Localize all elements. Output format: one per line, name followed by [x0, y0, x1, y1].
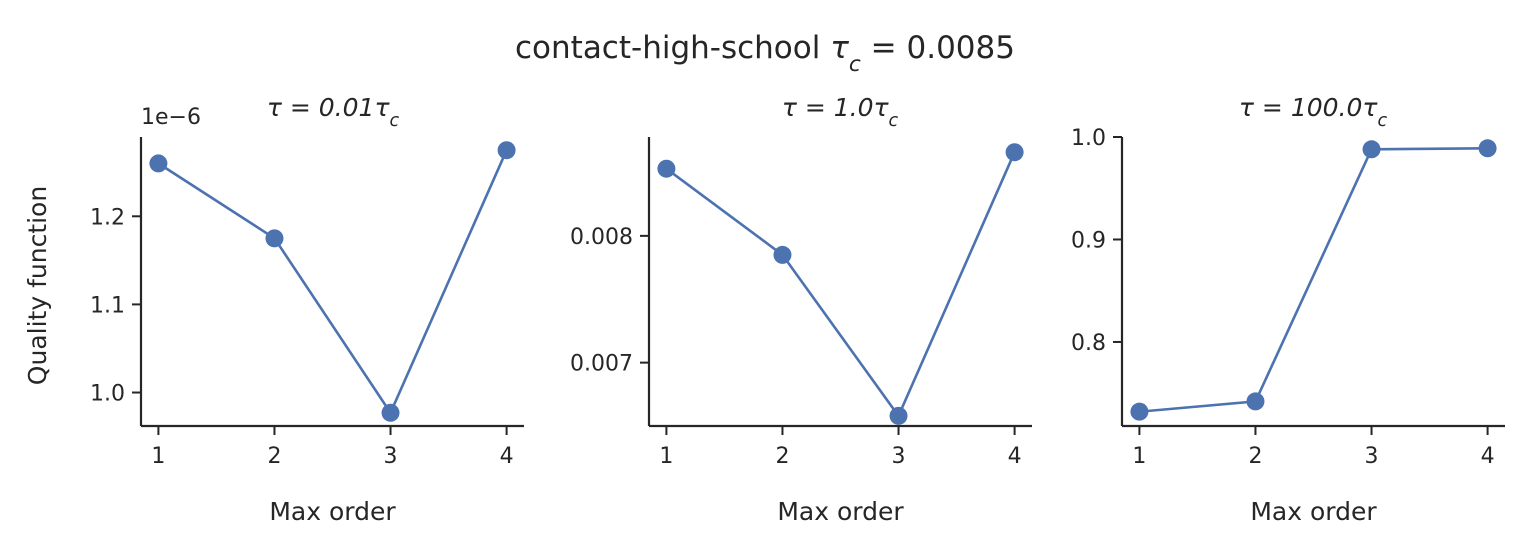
series-line	[665, 151, 1016, 419]
y-tick-label: 0.8	[1071, 331, 1106, 356]
x-tick-label: 1	[1132, 444, 1146, 469]
x-tick-label: 4	[500, 444, 514, 469]
data-point	[1362, 140, 1381, 159]
x-tick-label: 3	[1365, 444, 1379, 469]
x-axis-label: Max order	[269, 497, 396, 526]
x-tick-label: 2	[775, 444, 789, 469]
x-tick-label: 2	[1248, 444, 1262, 469]
series-line	[157, 149, 508, 416]
panel-title: τ = 0.01τc​	[267, 93, 400, 131]
y-axis-label: Quality function	[23, 186, 52, 385]
panel-title: τ = 100.0τc​	[1239, 93, 1388, 131]
figure-title: contact-high-school τc​ = 0.0085	[515, 30, 1015, 77]
y-tick-label: 1.2	[90, 205, 125, 230]
x-tick-label: 3	[892, 444, 906, 469]
series-line	[1139, 147, 1488, 413]
panel-2: τ = 1.0τc​ 1 2 3 4 0.007 0.008 Max order	[570, 93, 1032, 526]
y-tick-label: 1.1	[90, 293, 125, 318]
data-point	[889, 406, 908, 425]
data-point	[497, 141, 516, 160]
x-tick-label: 3	[384, 444, 398, 469]
x-tick-label: 1	[659, 444, 673, 469]
data-point	[381, 403, 400, 422]
y-offset-label: 1e−6	[141, 105, 201, 130]
x-tick-label: 1	[151, 444, 165, 469]
panel-1: τ = 0.01τc​ 1 2 3 4 1.0 1.1 1.2 1e−6 Max order Qua…	[23, 93, 524, 526]
data-point	[1130, 402, 1149, 421]
y-tick-label: 1.0	[1071, 126, 1106, 151]
x-tick-label: 2	[267, 444, 281, 469]
x-axis-label: Max order	[1250, 497, 1377, 526]
data-point	[1478, 139, 1497, 158]
y-tick-label: 0.9	[1071, 228, 1106, 253]
y-tick-label: 0.008	[570, 225, 633, 250]
data-point	[265, 229, 284, 248]
x-tick-label: 4	[1008, 444, 1022, 469]
data-point	[773, 245, 792, 264]
x-tick-label: 4	[1481, 444, 1495, 469]
y-tick-label: 0.007	[570, 352, 633, 377]
panel-title: τ = 1.0τc​	[782, 93, 899, 131]
data-point	[149, 154, 168, 173]
data-point	[1246, 392, 1265, 411]
panel-3: τ = 100.0τc​ 1 2 3 4 0.8 0.9 1.0 Max order	[1071, 93, 1505, 526]
y-tick-label: 1.0	[90, 382, 125, 407]
data-point	[1005, 143, 1024, 162]
data-point	[657, 159, 676, 178]
x-axis-label: Max order	[777, 497, 904, 526]
